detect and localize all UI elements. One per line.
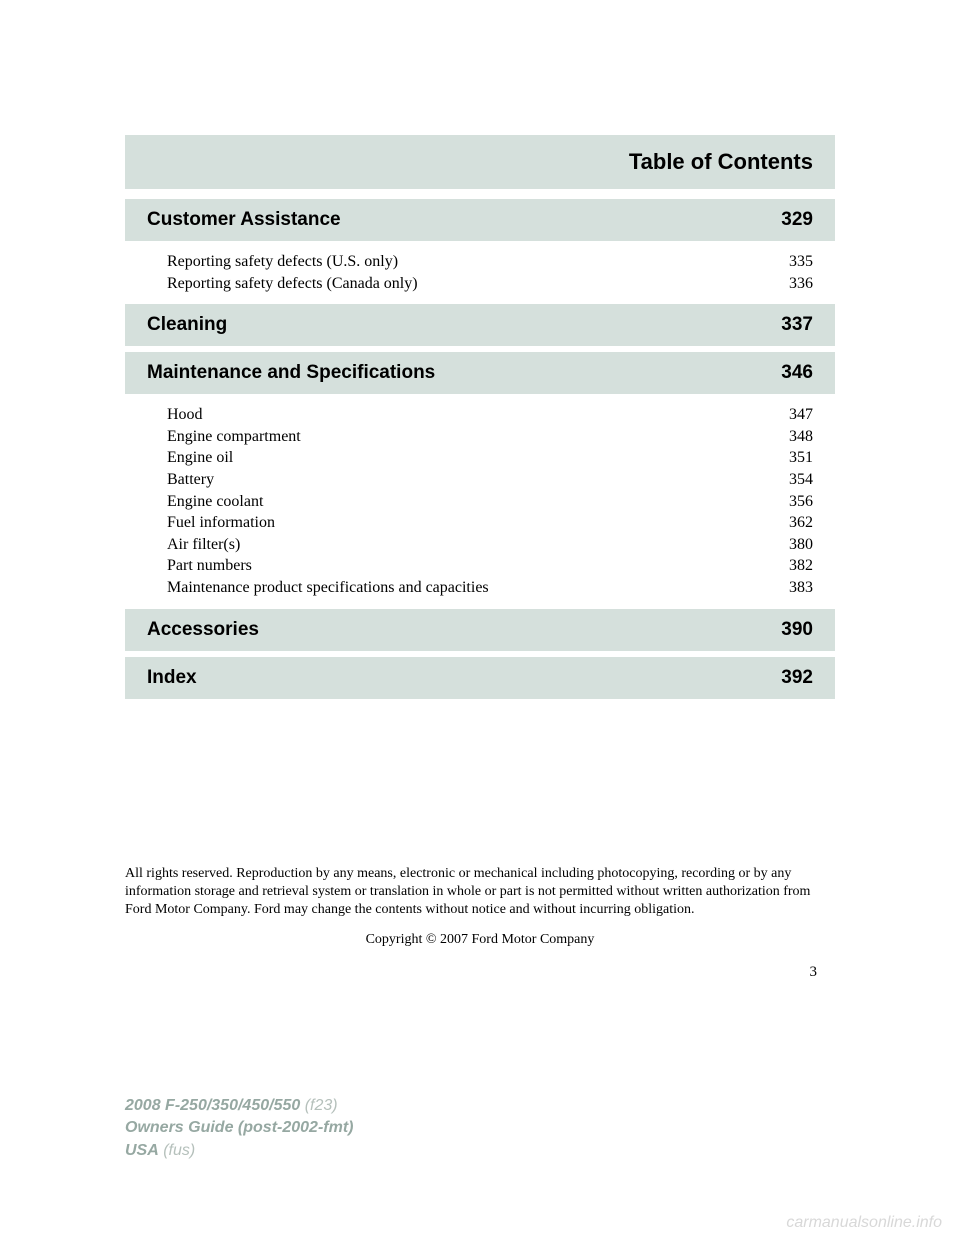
sub-items: Hood 347 Engine compartment 348 Engine o…	[125, 400, 835, 602]
toc-item-label: Battery	[167, 469, 214, 491]
toc-item-page: 348	[789, 426, 813, 448]
footer-region-code: (fus)	[159, 1142, 195, 1159]
footer-line-1: 2008 F-250/350/450/550 (f23)	[125, 1095, 353, 1117]
section-header-cleaning: Cleaning 337	[125, 304, 835, 346]
section-page: 329	[781, 209, 813, 231]
toc-item-page: 351	[789, 447, 813, 469]
toc-item: Part numbers 382	[167, 555, 813, 577]
toc-item: Engine coolant 356	[167, 491, 813, 513]
toc-item-label: Part numbers	[167, 555, 252, 577]
toc-item-page: 382	[789, 555, 813, 577]
toc-item: Air filter(s) 380	[167, 534, 813, 556]
toc-item: Fuel information 362	[167, 512, 813, 534]
toc-item: Battery 354	[167, 469, 813, 491]
toc-item: Reporting safety defects (U.S. only) 335	[167, 251, 813, 273]
bottom-area: All rights reserved. Reproduction by any…	[125, 865, 835, 981]
toc-item-page: 383	[789, 577, 813, 599]
page-number: 3	[125, 964, 835, 981]
toc-item-page: 336	[789, 273, 813, 295]
toc-item: Hood 347	[167, 404, 813, 426]
section-title: Maintenance and Specifications	[147, 362, 435, 384]
section-title: Index	[147, 667, 197, 689]
footer-line-3: USA (fus)	[125, 1140, 353, 1162]
toc-item-label: Engine coolant	[167, 491, 263, 513]
footer-guide: Owners Guide (post-2002-fmt)	[125, 1119, 353, 1136]
header-box: Table of Contents	[125, 135, 835, 189]
toc-item-page: 362	[789, 512, 813, 534]
toc-item: Maintenance product specifications and c…	[167, 577, 813, 599]
toc-item-label: Engine oil	[167, 447, 233, 469]
section-page: 390	[781, 619, 813, 641]
page-title: Table of Contents	[147, 149, 813, 175]
toc-item: Engine compartment 348	[167, 426, 813, 448]
section-page: 392	[781, 667, 813, 689]
section-page: 337	[781, 314, 813, 336]
section-title: Customer Assistance	[147, 209, 341, 231]
toc-item-page: 356	[789, 491, 813, 513]
toc-item-label: Reporting safety defects (U.S. only)	[167, 251, 398, 273]
watermark: carmanualsonline.info	[786, 1214, 942, 1232]
section-title: Cleaning	[147, 314, 227, 336]
toc-item: Engine oil 351	[167, 447, 813, 469]
section-header-index: Index 392	[125, 657, 835, 699]
footer-region: USA	[125, 1142, 159, 1159]
section-title: Accessories	[147, 619, 259, 641]
footer-line-2: Owners Guide (post-2002-fmt)	[125, 1117, 353, 1139]
toc-item-label: Maintenance product specifications and c…	[167, 577, 489, 599]
toc-item-label: Air filter(s)	[167, 534, 240, 556]
section-page: 346	[781, 362, 813, 384]
section-header-accessories: Accessories 390	[125, 609, 835, 651]
toc-item-page: 347	[789, 404, 813, 426]
footer-code: (f23)	[300, 1097, 337, 1114]
footer-info: 2008 F-250/350/450/550 (f23) Owners Guid…	[125, 1095, 353, 1162]
sub-items: Reporting safety defects (U.S. only) 335…	[125, 247, 835, 298]
copyright-text: Copyright © 2007 Ford Motor Company	[125, 932, 835, 948]
legal-text: All rights reserved. Reproduction by any…	[125, 865, 835, 920]
section-header-customer-assistance: Customer Assistance 329	[125, 199, 835, 241]
toc-item: Reporting safety defects (Canada only) 3…	[167, 273, 813, 295]
toc-item-label: Hood	[167, 404, 203, 426]
toc-item-label: Engine compartment	[167, 426, 301, 448]
page-container: Table of Contents Customer Assistance 32…	[125, 0, 835, 699]
toc-item-label: Fuel information	[167, 512, 275, 534]
toc-item-page: 354	[789, 469, 813, 491]
toc-item-page: 380	[789, 534, 813, 556]
footer-model: 2008 F-250/350/450/550	[125, 1097, 300, 1114]
toc-item-page: 335	[789, 251, 813, 273]
toc-item-label: Reporting safety defects (Canada only)	[167, 273, 418, 295]
section-header-maintenance: Maintenance and Specifications 346	[125, 352, 835, 394]
